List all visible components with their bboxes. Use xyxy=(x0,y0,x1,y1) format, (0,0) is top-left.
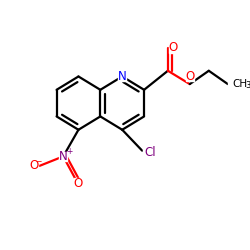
Text: N: N xyxy=(59,150,68,163)
Bar xyxy=(30,161,38,171)
Text: N: N xyxy=(118,70,126,83)
Text: O: O xyxy=(185,70,194,83)
Text: 3: 3 xyxy=(245,82,250,90)
Text: −: − xyxy=(35,157,42,166)
Bar xyxy=(168,43,177,53)
Bar xyxy=(59,152,67,161)
Text: O: O xyxy=(168,42,177,54)
Bar xyxy=(74,178,82,188)
Text: +: + xyxy=(66,147,72,156)
Bar xyxy=(228,78,250,90)
Text: O: O xyxy=(29,160,38,172)
Text: Cl: Cl xyxy=(144,146,156,159)
Bar xyxy=(118,72,126,81)
Text: CH: CH xyxy=(232,79,248,89)
Bar xyxy=(143,148,157,157)
Bar xyxy=(186,72,194,81)
Text: O: O xyxy=(74,176,83,190)
